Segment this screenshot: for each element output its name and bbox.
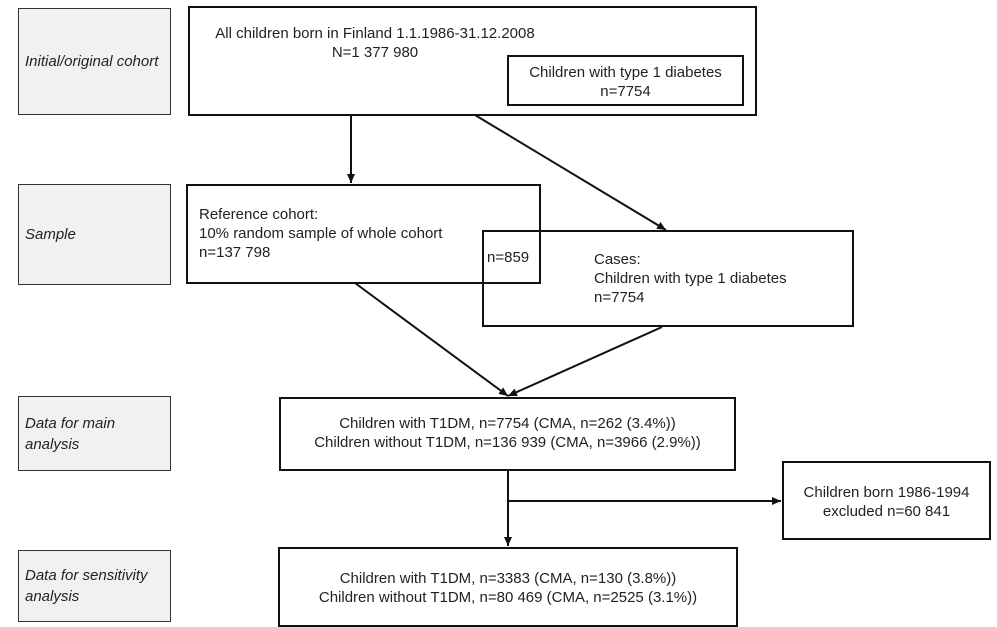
stage-initial-label: Initial/original cohort: [25, 53, 159, 70]
reference-label: 10% random sample of whole cohort: [199, 225, 443, 242]
stage-sample: Sample: [18, 184, 171, 285]
t1d-subset-box: Children with type 1 diabetes n=7754: [507, 55, 744, 106]
stage-main-analysis: Data for main analysis: [18, 396, 171, 471]
all-children-label: All children born in Finland 1.1.1986-31…: [215, 25, 535, 42]
all-children-count: N=1 377 980: [331, 44, 419, 61]
cases-title: Cases:: [594, 251, 641, 268]
arrow-cohort-to-cases: [474, 114, 667, 231]
stage-sensitivity-label: Data for sensitivity analysis: [25, 567, 148, 605]
stage-main-label: Data for main analysis: [25, 414, 116, 453]
connector-arrows: [347, 114, 781, 546]
excluded-count: excluded n=60 841: [822, 503, 951, 520]
reference-cohort-box: Reference cohort: 10% random sample of w…: [186, 184, 541, 284]
overlap-count: n=859: [487, 249, 530, 266]
main-with-t1dm: Children with T1DM, n=7754 (CMA, n=262 (…: [339, 415, 676, 432]
cases-label: Children with type 1 diabetes: [594, 270, 787, 287]
arrow-cases-to-main: [507, 326, 663, 397]
stage-sample-label: Sample: [25, 226, 76, 243]
stage-initial-cohort: Initial/original cohort: [18, 8, 171, 115]
cases-count: n=7754: [594, 289, 645, 306]
arrow-reference-to-main: [354, 282, 509, 397]
t1d-subset-count: n=7754: [600, 83, 651, 100]
reference-title: Reference cohort:: [199, 206, 319, 223]
reference-count: n=137 798: [199, 244, 271, 261]
sensitivity-with-t1dm: Children with T1DM, n=3383 (CMA, n=130 (…: [339, 570, 677, 587]
cases-box: Cases: Children with type 1 diabetes n=7…: [482, 230, 854, 327]
sensitivity-analysis-box: Children with T1DM, n=3383 (CMA, n=130 (…: [278, 547, 738, 627]
sensitivity-without-t1dm: Children without T1DM, n=80 469 (CMA, n=…: [318, 589, 698, 606]
stage-sensitivity-analysis: Data for sensitivity analysis: [18, 550, 171, 622]
excluded-label: Children born 1986-1994: [803, 484, 970, 501]
excluded-box: Children born 1986-1994 excluded n=60 84…: [782, 461, 991, 540]
t1d-subset-label: Children with type 1 diabetes: [529, 64, 722, 81]
main-analysis-box: Children with T1DM, n=7754 (CMA, n=262 (…: [279, 397, 736, 471]
main-without-t1dm: Children without T1DM, n=136 939 (CMA, n…: [314, 434, 701, 451]
